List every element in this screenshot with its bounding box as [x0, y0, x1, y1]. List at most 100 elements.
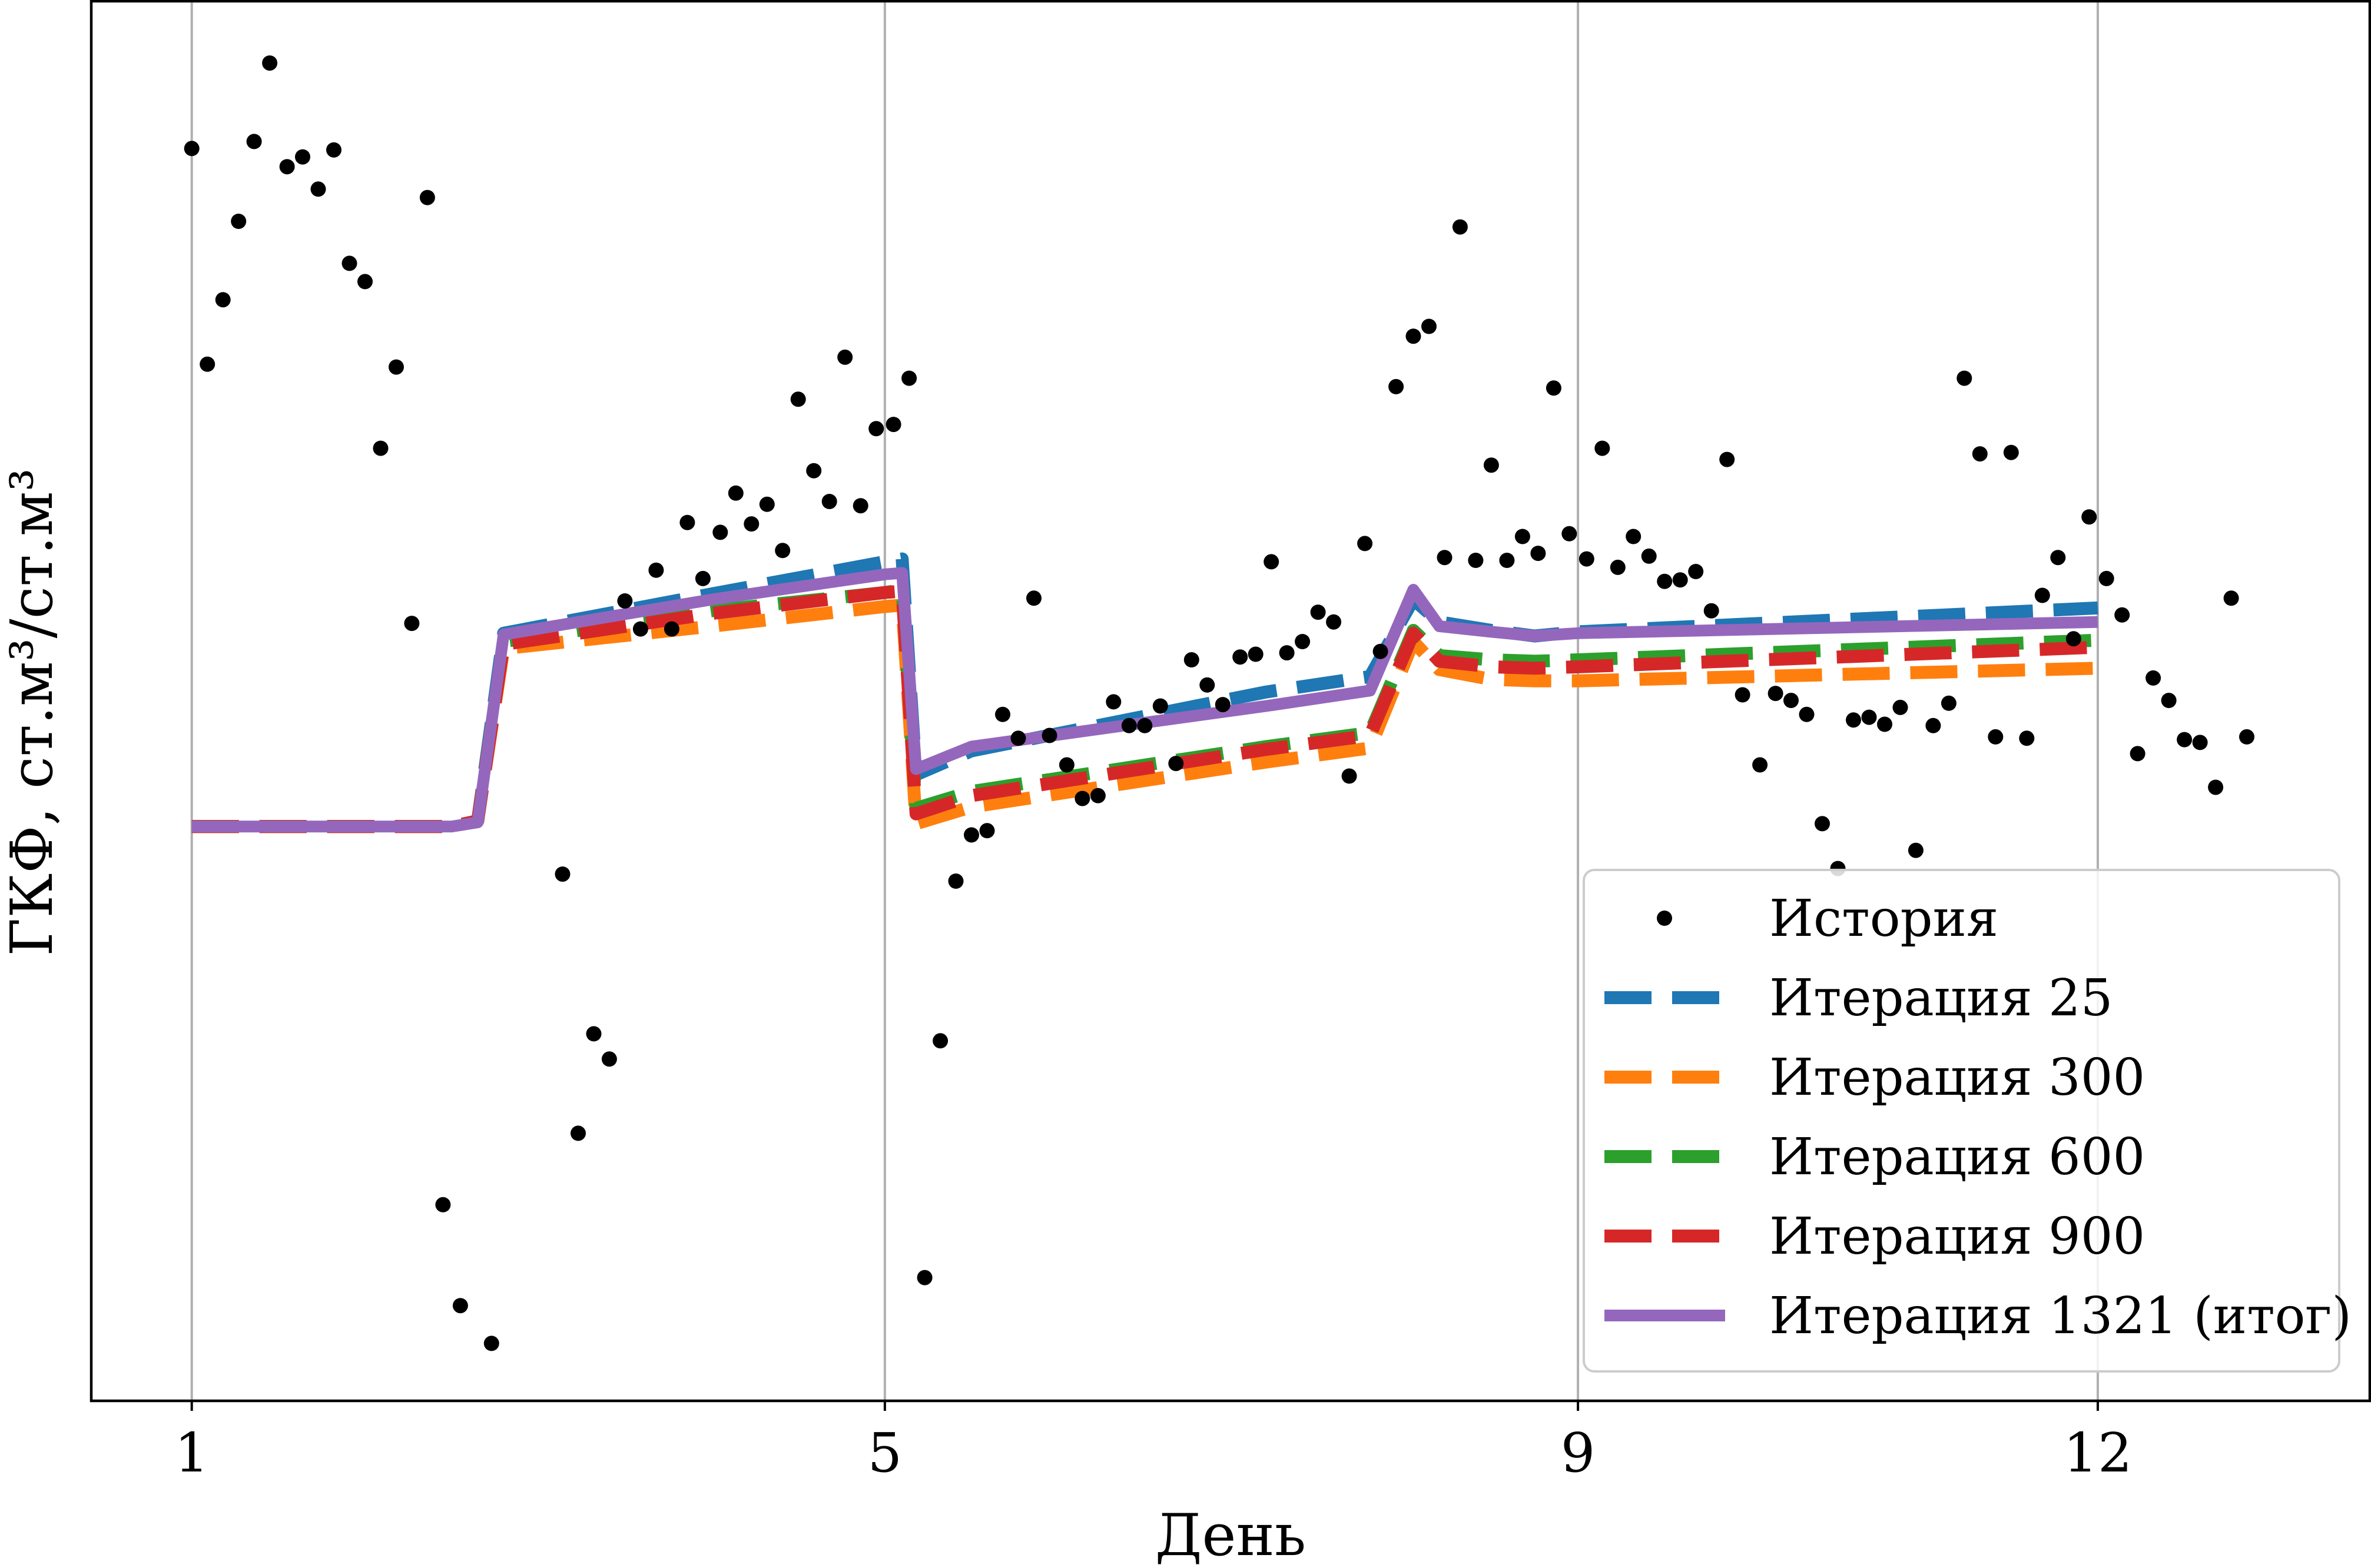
history-point: [617, 593, 633, 609]
history-point: [571, 1125, 586, 1141]
history-point: [246, 134, 262, 150]
history-point: [1090, 788, 1106, 803]
history-point: [586, 1026, 602, 1042]
history-point: [775, 543, 791, 559]
series-line-итерация-1321-итог: [191, 567, 2098, 833]
history-point: [821, 494, 837, 509]
history-point: [2034, 587, 2050, 603]
history-point: [1499, 553, 1515, 568]
history-point: [1295, 634, 1311, 649]
history-point: [979, 823, 995, 839]
legend-label: Итерация 300: [1769, 1048, 2145, 1107]
plot-frame: [89, 0, 2371, 1403]
history-point: [1908, 842, 1924, 858]
history-point: [648, 562, 664, 578]
history-point: [2130, 746, 2145, 762]
history-point: [806, 463, 822, 479]
history-point: [601, 1051, 617, 1067]
history-point: [1752, 757, 1768, 773]
history-point: [2177, 732, 2193, 748]
legend-label: Итерация 600: [1769, 1128, 2145, 1187]
history-point: [1892, 699, 1908, 715]
history-point: [1326, 614, 1342, 630]
history-point: [664, 621, 679, 637]
history-point: [2050, 550, 2066, 566]
y-axis-label: ГКФ, ст.м³/ст.м³: [0, 469, 66, 956]
history-point: [357, 274, 373, 290]
history-point: [2081, 509, 2097, 525]
legend-label: Итерация 900: [1769, 1207, 2145, 1266]
history-point: [1861, 709, 1877, 725]
history-point: [632, 621, 648, 637]
history-point: [2098, 570, 2114, 586]
history-point: [853, 498, 868, 514]
history-point: [933, 1033, 949, 1049]
history-point: [712, 524, 728, 540]
history-point: [1846, 712, 1861, 728]
history-point: [1183, 652, 1199, 667]
series-lines: [191, 552, 2098, 833]
history-point: [419, 190, 435, 205]
x-tick-label: 12: [2063, 1421, 2132, 1484]
history-point: [1437, 550, 1453, 566]
history-point: [1530, 546, 1546, 562]
history-point: [1121, 717, 1137, 733]
history-point: [1768, 686, 1783, 702]
history-point: [2223, 590, 2239, 606]
history-point: [1925, 717, 1941, 733]
history-point: [1199, 677, 1215, 693]
history-point: [452, 1298, 468, 1314]
history-point: [2239, 729, 2254, 745]
history-point: [1137, 717, 1153, 733]
history-point: [1735, 687, 1750, 703]
history-point: [373, 440, 389, 456]
history-point: [1279, 645, 1295, 661]
history-point: [1799, 706, 1815, 722]
history-point: [404, 616, 420, 632]
history-point: [1783, 693, 1799, 708]
history-point: [1641, 548, 1657, 564]
history-point: [200, 356, 215, 372]
history-point: [1215, 697, 1231, 713]
grid-lines: [190, 0, 2099, 1401]
history-point: [1988, 729, 2004, 745]
history-point: [917, 1270, 933, 1285]
history-point: [1106, 694, 1122, 710]
history-point: [2161, 693, 2177, 708]
history-point: [1152, 698, 1168, 714]
history-point: [1972, 446, 1988, 462]
history-point: [1688, 564, 1704, 579]
history-point: [1026, 590, 1042, 606]
history-point: [1357, 536, 1373, 552]
x-tick-label: 1: [174, 1421, 209, 1484]
history-point: [1657, 573, 1673, 589]
history-point: [1042, 727, 1057, 743]
history-point: [1232, 649, 1248, 665]
history-point: [295, 149, 310, 165]
history-point: [389, 359, 404, 375]
history-point: [483, 1336, 499, 1351]
x-tick-label: 9: [1561, 1421, 1596, 1484]
history-point: [1264, 554, 1279, 570]
history-point: [1672, 572, 1688, 588]
history-point: [995, 706, 1010, 722]
history-point: [868, 421, 884, 437]
x-axis-label: День: [1155, 1502, 1306, 1568]
history-point: [948, 873, 964, 889]
history-point: [837, 349, 853, 365]
history-point: [901, 370, 917, 386]
legend-marker-history: [1657, 911, 1672, 926]
history-point: [2208, 779, 2224, 795]
history-point: [1248, 646, 1264, 662]
history-point: [1877, 716, 1892, 732]
history-point: [1010, 730, 1026, 746]
history-point: [1957, 370, 1972, 386]
history-point: [1468, 553, 1484, 568]
history-point: [1452, 219, 1468, 235]
series-line-итерация-900: [191, 584, 2098, 833]
history-point: [1483, 457, 1499, 473]
series-line-итерация-300: [191, 599, 2098, 833]
history-point: [215, 292, 231, 308]
legend-label: Итерация 25: [1769, 969, 2113, 1028]
